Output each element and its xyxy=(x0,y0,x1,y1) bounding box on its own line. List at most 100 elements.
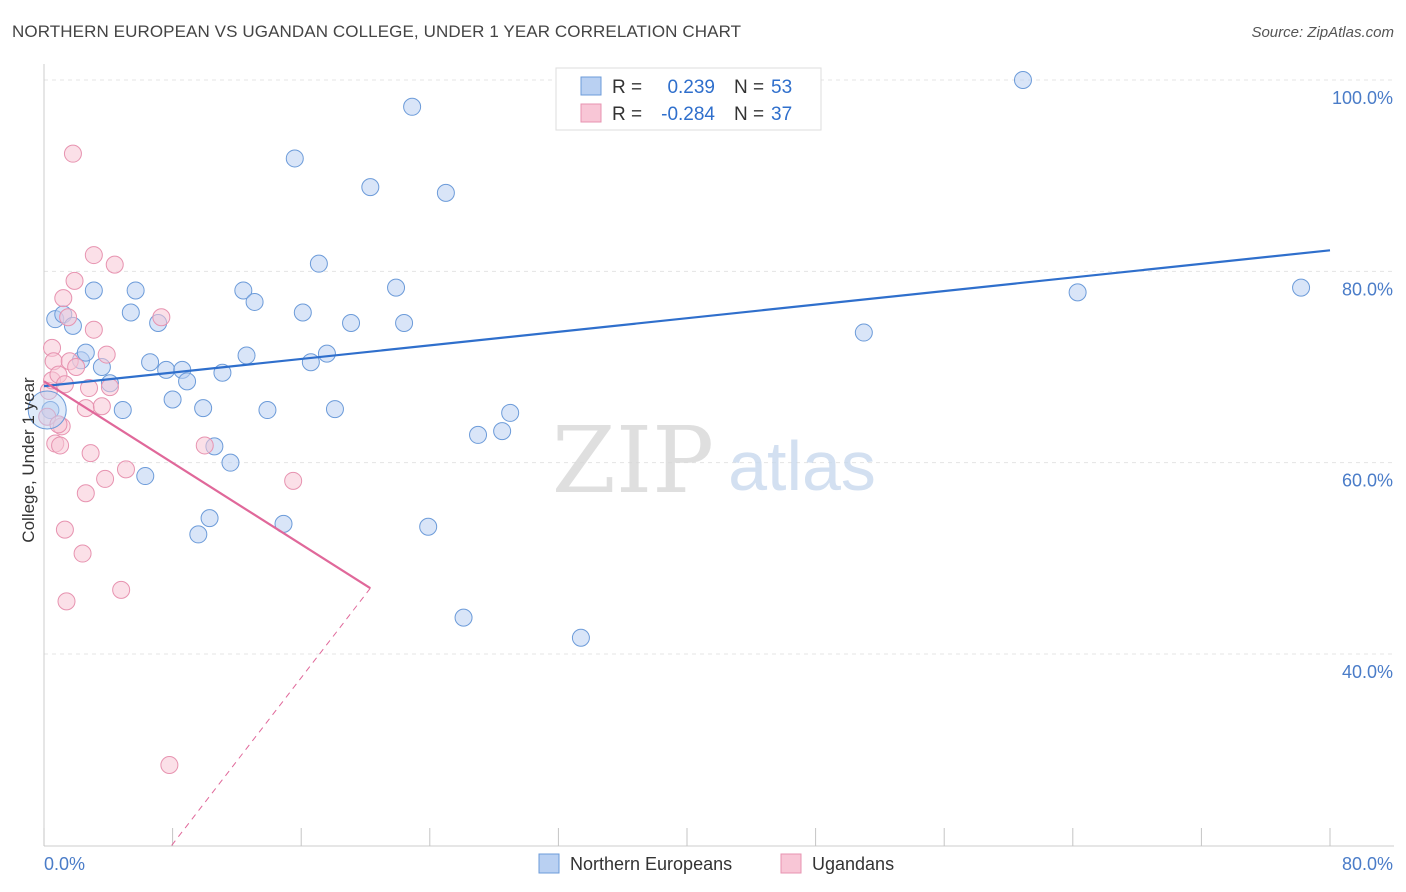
northern-europeans-point xyxy=(136,467,155,486)
northern-europeans-point xyxy=(342,313,361,332)
northern-europeans-point xyxy=(234,281,253,300)
northern-europeans-point xyxy=(1013,71,1032,89)
northern-europeans-point xyxy=(258,401,277,420)
ugandans-point xyxy=(97,345,116,364)
ugandans-point xyxy=(195,436,214,455)
northern-europeans-point xyxy=(84,281,103,300)
northern-europeans-point xyxy=(854,323,873,342)
stats-r-label: R = xyxy=(612,104,642,125)
northern-europeans-point xyxy=(126,281,145,300)
stats-n-value: 37 xyxy=(771,104,792,125)
northern-europeans-point xyxy=(189,525,208,544)
ugandans-point xyxy=(76,484,95,503)
ugandans-point xyxy=(67,358,86,376)
northern-europeans-point xyxy=(194,399,213,418)
axes-layer xyxy=(43,64,1394,847)
ugandans-trendline-extension xyxy=(170,587,371,847)
ugandans-trendline xyxy=(43,380,371,590)
y-tick-label: 80.0% xyxy=(1342,279,1393,299)
stats-swatch-pink xyxy=(580,103,602,123)
northern-europeans-point xyxy=(163,390,182,409)
stats-legend: R = 0.239 N = 53 R = -0.284 N = 37 xyxy=(555,67,822,131)
stats-n-label: N = xyxy=(734,104,764,125)
y-tick-label: 60.0% xyxy=(1342,471,1393,491)
ugandans-point xyxy=(55,520,74,539)
stats-swatch-blue xyxy=(580,76,602,96)
northern-europeans-point xyxy=(221,453,240,472)
ugandans-point xyxy=(51,436,70,455)
northern-europeans-point xyxy=(27,390,67,430)
northern-europeans-point xyxy=(454,608,473,627)
watermark-atlas: atlas xyxy=(728,427,876,505)
ugandans-point xyxy=(112,580,131,599)
ugandans-point xyxy=(59,308,78,327)
series-legend: Northern Europeans Ugandans xyxy=(538,853,894,874)
northern-europeans-point xyxy=(501,403,520,422)
trend-layer xyxy=(43,249,1331,847)
ugandans-point xyxy=(284,471,303,490)
ugandans-point xyxy=(116,460,135,479)
ugandans-point xyxy=(65,271,84,290)
ugandans-point xyxy=(96,469,115,488)
y-axis-label: College, Under 1 year xyxy=(19,377,38,543)
ugandans-point xyxy=(57,592,76,611)
watermark: ZIP atlas xyxy=(552,407,876,514)
northern-europeans-point xyxy=(237,346,256,365)
legend-swatch-ugandans xyxy=(780,853,802,874)
northern-europeans-point xyxy=(309,254,328,273)
northern-europeans-trendline xyxy=(43,249,1331,388)
legend-swatch-northern-europeans xyxy=(538,853,560,874)
tick-label-layer: 40.0% 60.0% 80.0% 100.0% 0.0% 80.0% xyxy=(44,88,1393,874)
northern-europeans-point xyxy=(493,422,512,441)
ugandans-point xyxy=(84,320,103,339)
legend-label-ugandans: Ugandans xyxy=(812,854,894,874)
stats-n-value: 53 xyxy=(771,77,792,98)
watermark-zip: ZIP xyxy=(552,407,714,514)
stats-r-label: R = xyxy=(612,77,642,98)
northern-europeans-point xyxy=(76,343,95,362)
ugandans-point xyxy=(100,378,119,397)
northern-europeans-point xyxy=(317,344,336,363)
northern-europeans-point xyxy=(178,372,197,391)
ugandans-point xyxy=(84,246,103,265)
northern-europeans-point xyxy=(141,353,160,372)
northern-europeans-point xyxy=(387,278,406,297)
y-tick-label: 100.0% xyxy=(1332,88,1393,108)
northern-europeans-point xyxy=(121,303,140,322)
northern-europeans-point xyxy=(361,178,380,197)
northern-europeans-point xyxy=(200,509,219,528)
chart-title: NORTHERN EUROPEAN VS UGANDAN COLLEGE, UN… xyxy=(12,22,742,41)
stats-r-value: -0.284 xyxy=(661,104,715,125)
northern-europeans-point xyxy=(395,313,414,332)
northern-europeans-point xyxy=(436,183,455,202)
ugandans-point xyxy=(152,308,171,327)
northern-europeans-point xyxy=(245,292,264,311)
northern-europeans-point xyxy=(1292,278,1311,297)
ugandans-point xyxy=(49,415,68,434)
ugandans-point xyxy=(80,379,99,398)
grid-layer xyxy=(44,79,1394,655)
ugandans-point xyxy=(160,755,179,774)
x-tick-label: 0.0% xyxy=(44,854,85,874)
northern-europeans-point xyxy=(571,628,590,647)
ugandans-point xyxy=(105,255,124,274)
ugandans-point xyxy=(81,444,100,463)
northern-europeans-point xyxy=(113,401,132,420)
y-tick-label: 40.0% xyxy=(1342,662,1393,682)
northern-europeans-point xyxy=(285,149,304,168)
stats-n-label: N = xyxy=(734,77,764,98)
ugandans-point xyxy=(92,397,111,416)
northern-europeans-point xyxy=(325,400,344,419)
source-label: Source: ZipAtlas.com xyxy=(1251,24,1394,41)
points-layer xyxy=(27,71,1311,774)
northern-europeans-point xyxy=(403,97,422,116)
ugandans-point xyxy=(63,144,82,163)
legend-label-northern-europeans: Northern Europeans xyxy=(570,854,732,874)
northern-europeans-point xyxy=(419,517,438,536)
ugandans-point xyxy=(73,544,92,563)
northern-europeans-point xyxy=(293,303,312,322)
northern-europeans-point xyxy=(469,425,488,444)
ugandans-point xyxy=(54,289,73,308)
northern-europeans-point xyxy=(157,360,176,379)
